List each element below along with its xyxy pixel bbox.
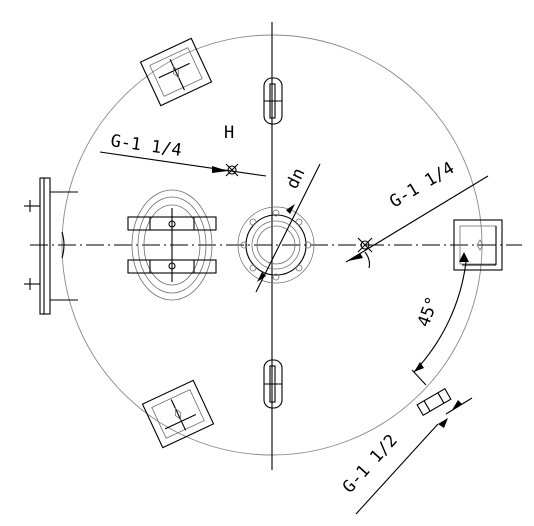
right-connection-label: G-1 1/4	[386, 158, 458, 212]
section-marker: H	[224, 123, 234, 143]
central-nozzle	[237, 163, 321, 293]
right-connection-leader: G-1 1/4	[345, 158, 489, 269]
bottom-left-bracket	[141, 379, 215, 449]
top-left-connection-label: G-1 1/4	[109, 131, 183, 161]
angle-label: 45°	[414, 294, 443, 330]
top-left-bracket	[139, 37, 213, 107]
top-lug	[263, 77, 283, 125]
right-bracket	[453, 219, 503, 271]
bottom-lug	[263, 359, 283, 409]
top-left-connection-leader: G-1 1/4	[99, 131, 267, 177]
angle-dimension: 45°	[413, 261, 467, 373]
side-flange	[24, 177, 78, 315]
bottom-right-nozzle: G-1 1/2	[339, 369, 473, 515]
manhole	[127, 189, 217, 301]
nozzle-diameter-label: dn	[283, 165, 310, 192]
